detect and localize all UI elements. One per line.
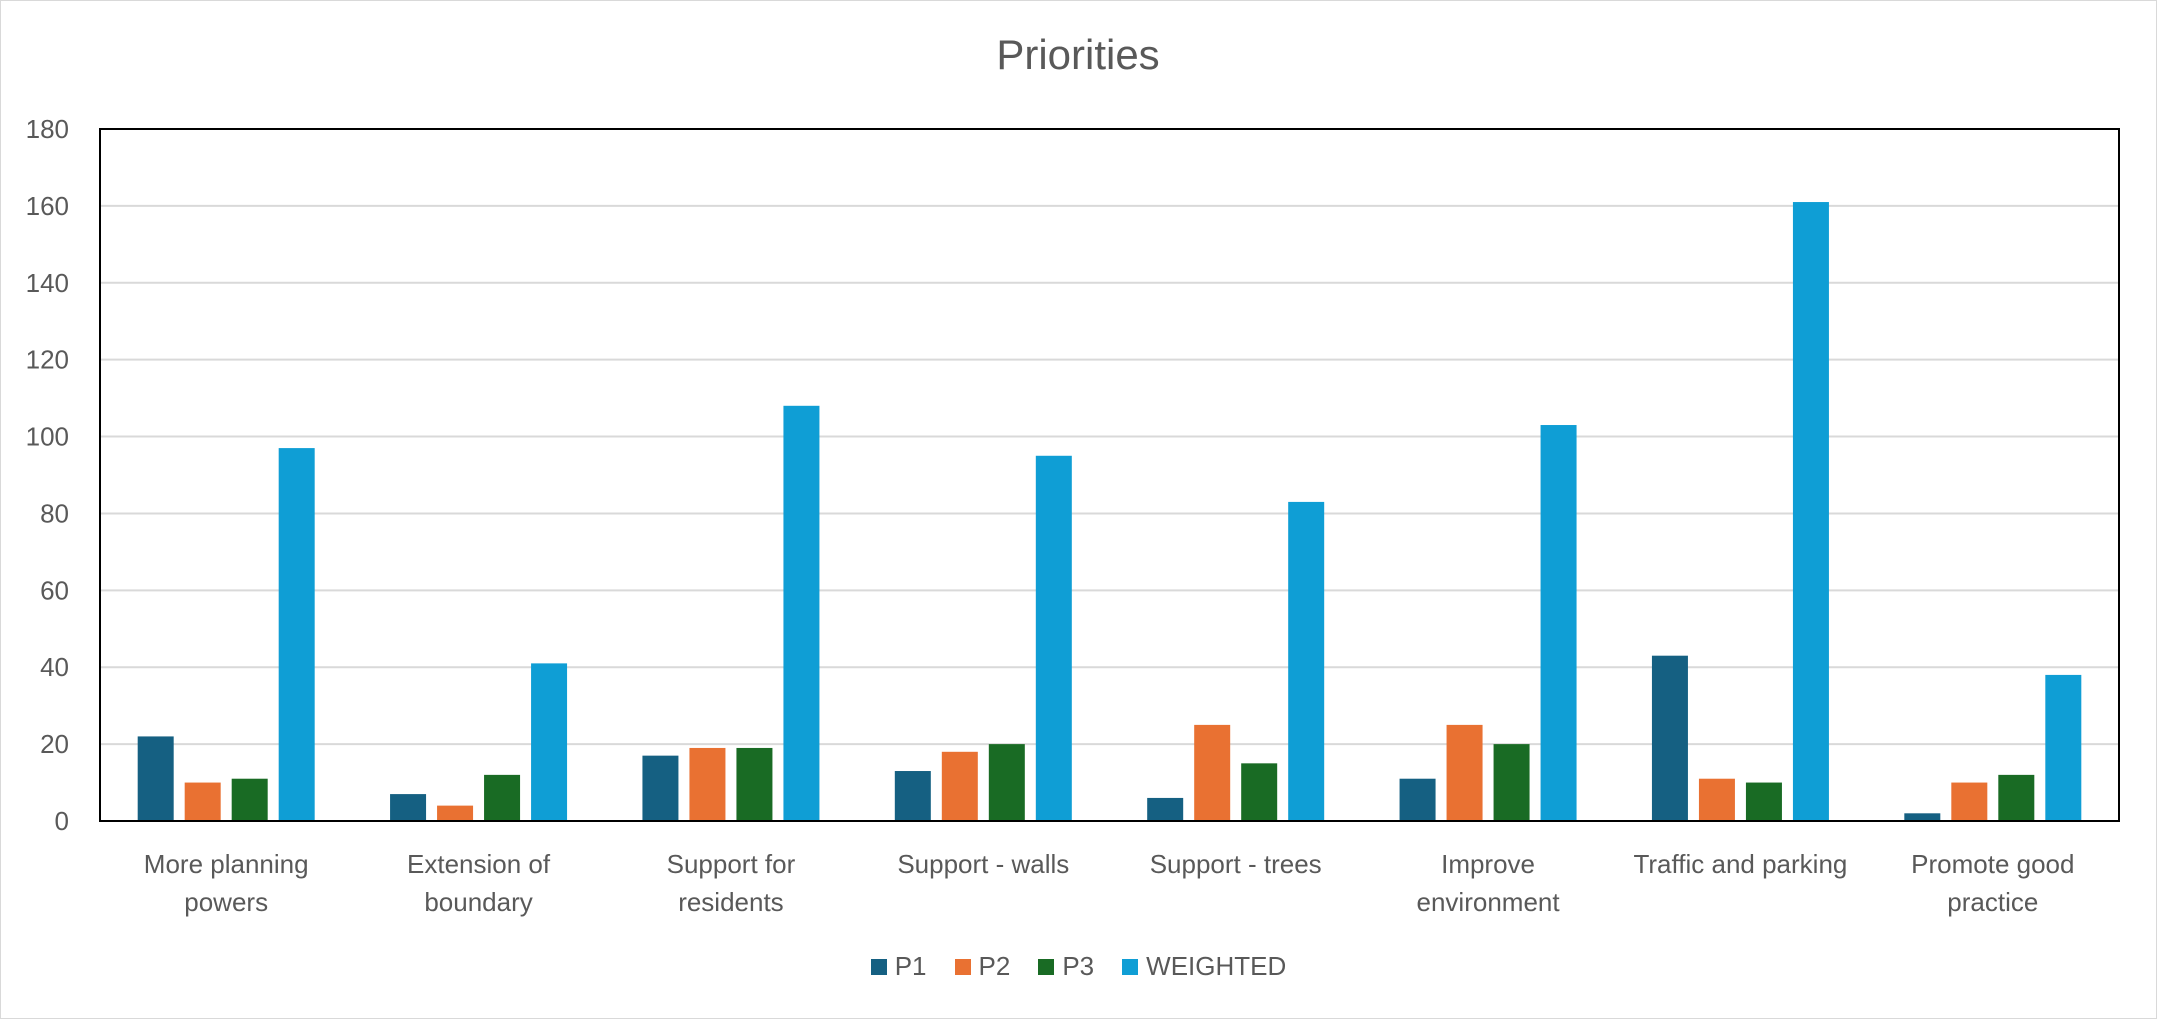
y-tick-label: 20: [40, 729, 69, 759]
plot-area-border: [99, 128, 2120, 822]
x-tick-label: environment: [1417, 887, 1561, 917]
legend-label: WEIGHTED: [1146, 951, 1287, 981]
legend-label: P2: [978, 951, 1011, 981]
bar-weighted-5: [1540, 425, 1577, 821]
bar-p1-2: [642, 755, 679, 821]
x-tick-label: Extension of: [407, 849, 551, 879]
x-tick-label: Support for: [667, 849, 796, 879]
y-tick-label: 160: [26, 191, 69, 221]
bar-weighted-2: [783, 405, 820, 821]
bar-weighted-1: [531, 663, 568, 821]
legend: P1 P2 P3 WEIGHTED: [1, 951, 2156, 982]
legend-swatch: [870, 958, 887, 975]
bar-p2-5: [1446, 724, 1483, 821]
y-tick-label: 60: [40, 575, 69, 605]
bar-p1-0: [137, 736, 174, 821]
y-tick-label: 120: [26, 345, 69, 375]
x-tick-label: Traffic and parking: [1633, 849, 1847, 879]
y-axis-ticks: 0 20 40 60 80 100 120 140 160 180: [26, 114, 69, 836]
bar-p3-0: [231, 778, 268, 821]
bar-weighted-7: [2045, 674, 2082, 821]
x-tick-label: practice: [1947, 887, 2038, 917]
legend-item-p2: P2: [954, 951, 1011, 982]
bar-p2-0: [184, 782, 221, 821]
bar-p2-3: [941, 751, 978, 821]
bar-p3-5: [1493, 744, 1530, 821]
x-tick-label: residents: [678, 887, 784, 917]
bars: [137, 202, 2082, 822]
x-tick-label: Support - walls: [897, 849, 1069, 879]
y-tick-label: 40: [40, 652, 69, 682]
chart-title: Priorities: [996, 31, 1159, 78]
legend-swatch: [1122, 958, 1139, 975]
x-tick-label: Promote good: [1911, 849, 2074, 879]
bar-p2-7: [1951, 782, 1988, 821]
x-tick-label: powers: [184, 887, 268, 917]
bar-p3-6: [1745, 782, 1782, 821]
x-tick-label: boundary: [424, 887, 532, 917]
bar-weighted-4: [1288, 501, 1325, 821]
legend-swatch: [954, 958, 971, 975]
y-tick-label: 80: [40, 498, 69, 528]
legend-item-p1: P1: [870, 951, 927, 982]
bar-p1-7: [1904, 813, 1941, 821]
bar-p3-7: [1998, 774, 2035, 821]
bar-p1-5: [1399, 778, 1436, 821]
bar-p1-6: [1651, 655, 1688, 821]
bar-p3-2: [736, 747, 773, 821]
bar-p2-2: [689, 747, 726, 821]
legend-label: P1: [894, 951, 927, 981]
x-tick-label: More planning: [144, 849, 309, 879]
bar-weighted-0: [278, 448, 315, 821]
y-tick-label: 180: [26, 114, 69, 144]
x-tick-label: Support - trees: [1150, 849, 1322, 879]
legend-item-p3: P3: [1038, 951, 1094, 982]
bar-p2-4: [1194, 724, 1231, 821]
bar-weighted-6: [1792, 202, 1829, 822]
legend-item-weighted: WEIGHTED: [1122, 951, 1286, 982]
x-tick-label: Improve: [1441, 849, 1535, 879]
bar-p3-3: [988, 744, 1025, 821]
bar-p1-3: [894, 771, 931, 821]
bar-p1-1: [390, 794, 427, 821]
bar-p3-4: [1241, 763, 1278, 821]
legend-label: P3: [1062, 951, 1095, 981]
x-axis-labels: More planning powers Extension of boundary S…: [144, 849, 2075, 917]
bar-weighted-3: [1035, 455, 1072, 821]
bar-p3-1: [484, 774, 521, 821]
legend-swatch: [1038, 958, 1055, 975]
y-tick-label: 140: [26, 268, 69, 298]
bar-p1-4: [1147, 797, 1184, 821]
y-tick-label: 100: [26, 422, 69, 452]
bar-p2-6: [1698, 778, 1735, 821]
y-tick-label: 0: [55, 806, 69, 836]
bar-p2-1: [437, 805, 474, 821]
